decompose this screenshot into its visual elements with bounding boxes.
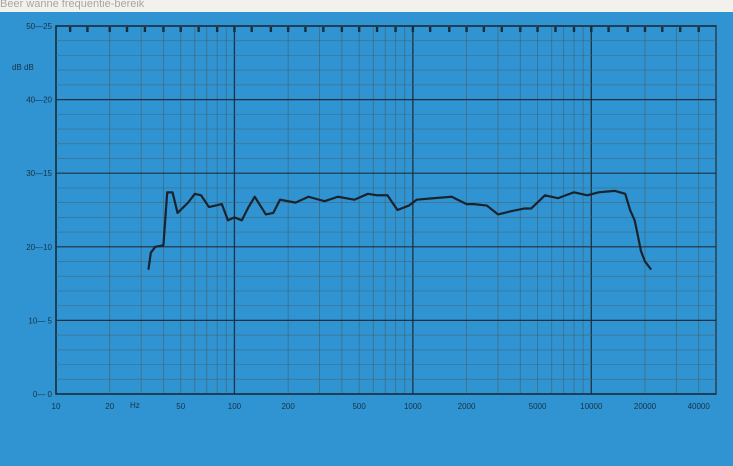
top-tick-marker — [428, 27, 432, 32]
top-tick-marker — [482, 27, 486, 32]
x-units-label: Hz — [130, 401, 140, 410]
x-tick-label: 1000 — [404, 402, 422, 411]
top-tick-marker — [411, 27, 415, 32]
top-tick-marker — [162, 27, 165, 32]
chart-panel: 10 20 50 100 200 500 1000 2000 5000 10000 20000 400… — [0, 12, 733, 466]
top-tick-marker — [697, 27, 700, 32]
top-tick-marker — [626, 27, 629, 32]
x-tick-label: 500 — [352, 402, 366, 411]
top-tick-marker — [448, 27, 451, 32]
top-tick-marker — [269, 27, 273, 32]
chart-background — [0, 12, 733, 466]
caption: Beer wanne frequentie-bereik — [0, 0, 145, 10]
top-tick-marker — [572, 27, 576, 32]
top-tick-marker — [500, 27, 503, 32]
x-tick-label: 10000 — [580, 402, 603, 411]
frequency-response-chart: 10 20 50 100 200 500 1000 2000 5000 10000 20000 400… — [0, 12, 733, 466]
x-tick-label: 10 — [52, 402, 61, 411]
top-tick-marker — [233, 27, 236, 32]
x-tick-label: 2000 — [458, 402, 476, 411]
top-tick-marker — [679, 27, 682, 32]
top-tick-marker — [607, 27, 610, 32]
top-tick-marker — [125, 27, 129, 32]
y-units-label: dB dB — [12, 63, 34, 72]
top-tick-marker — [143, 27, 147, 32]
top-tick-marker — [465, 27, 468, 32]
y-tick-label: 0— 0 — [33, 390, 53, 399]
top-tick-marker — [304, 27, 307, 32]
top-tick-marker — [86, 27, 89, 32]
top-tick-marker — [357, 27, 361, 32]
x-tick-label: 40000 — [688, 402, 711, 411]
top-markers-layer — [68, 27, 700, 32]
x-tick-label: 20 — [105, 402, 114, 411]
y-tick-label: 30—15 — [26, 169, 52, 178]
top-tick-marker — [375, 27, 379, 32]
x-tick-label: 20000 — [634, 402, 657, 411]
top-tick-marker — [536, 27, 539, 32]
top-tick-marker — [519, 27, 522, 32]
x-tick-label: 5000 — [529, 402, 547, 411]
top-tick-marker — [394, 27, 397, 32]
top-tick-marker — [108, 27, 111, 32]
series-line — [147, 189, 652, 270]
y-tick-label: 40—20 — [26, 96, 52, 105]
top-tick-marker — [643, 27, 647, 32]
y-tick-label: 50—25 — [26, 22, 52, 31]
top-tick-marker — [197, 27, 200, 32]
x-tick-label: 200 — [281, 402, 295, 411]
y-tick-label: 20—10 — [26, 243, 52, 252]
axis-labels-layer: 10 20 50 100 200 500 1000 2000 5000 10000 20000 400… — [26, 22, 710, 411]
x-tick-label: 100 — [228, 402, 242, 411]
top-tick-marker — [590, 27, 593, 32]
x-tick-label: 50 — [176, 402, 185, 411]
grid-layer — [55, 25, 717, 395]
top-tick-marker — [661, 27, 664, 32]
top-tick-marker — [250, 27, 253, 32]
top-tick-marker — [179, 27, 182, 32]
top-tick-marker — [322, 27, 325, 32]
series-layer — [147, 189, 652, 270]
top-tick-marker — [554, 27, 557, 32]
top-tick-marker — [68, 27, 72, 32]
top-tick-marker — [215, 27, 219, 32]
y-tick-label: 10— 5 — [28, 316, 52, 325]
top-tick-marker — [340, 27, 344, 32]
top-tick-marker — [286, 27, 290, 32]
